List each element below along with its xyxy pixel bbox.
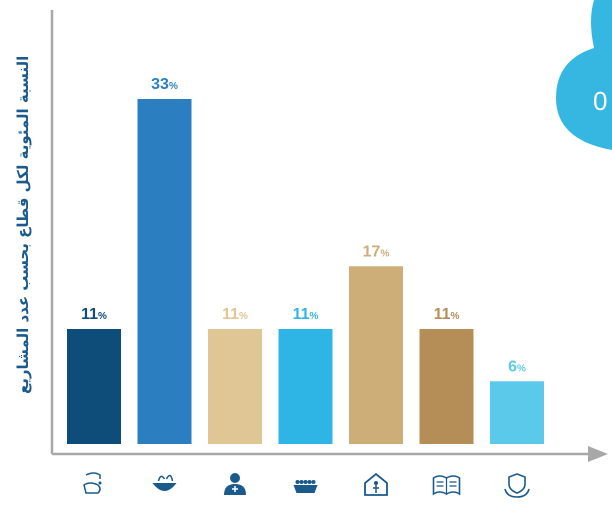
bar-water-hand-icon <box>67 329 121 444</box>
category-icons-group <box>83 472 530 498</box>
data-label: 11% <box>222 306 248 323</box>
shelter-house-icon <box>364 472 388 496</box>
bar-health-doctor-icon <box>208 329 262 444</box>
bar-food-bowl-icon <box>137 99 192 444</box>
bar-education-book-icon <box>419 329 474 444</box>
bar-protection-hands-icon <box>490 381 544 444</box>
education-book-icon <box>432 475 461 496</box>
data-label: 11% <box>81 306 107 323</box>
badge-shape <box>556 0 612 150</box>
data-label: 6% <box>508 358 526 375</box>
value-labels-group: 11% 33% 11% 11% 17% 11% 6% <box>81 76 526 375</box>
bar-shelter-house-icon <box>349 266 403 444</box>
data-label: 11% <box>434 306 460 323</box>
y-axis-label: النسبة المئوية لكل قطاع بحسب عدد المشاري… <box>14 55 32 395</box>
health-doctor-icon <box>224 473 246 495</box>
data-label: 33% <box>151 76 178 93</box>
badge-number: 0 <box>593 86 608 116</box>
food-basket-icon <box>293 480 318 493</box>
food-bowl-icon <box>152 474 177 491</box>
protection-hands-icon <box>504 473 530 498</box>
data-label: 11% <box>293 306 319 323</box>
bar-food-basket-icon <box>278 329 333 444</box>
water-hand-icon <box>83 472 102 494</box>
data-label: 17% <box>363 243 390 260</box>
bars-group <box>67 99 544 444</box>
axes-group <box>50 10 608 462</box>
corner-badge <box>542 0 612 170</box>
x-axis-arrow <box>588 446 608 462</box>
